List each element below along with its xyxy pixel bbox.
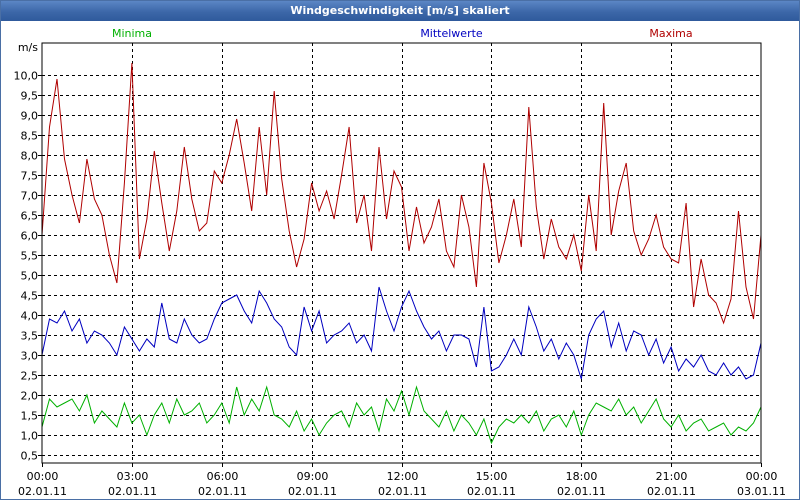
y-tick-label: 6,0	[21, 230, 39, 243]
x-tick-date: 02.01.11	[378, 485, 427, 498]
y-tick-label: 5,0	[21, 270, 39, 283]
y-tick-label: 1,0	[21, 430, 39, 443]
legend-maxima: Maxima	[649, 27, 692, 40]
x-tick-time: 12:00	[387, 470, 419, 483]
y-tick-label: 8,5	[21, 130, 39, 143]
x-tick-time: 15:00	[476, 470, 508, 483]
window-title: Windgeschwindigkeit [m/s] skaliert	[1, 1, 799, 21]
series-group	[41, 62, 762, 445]
chart-grid	[42, 43, 761, 463]
series-line-minima	[41, 385, 762, 445]
y-tick-label: 2,5	[21, 370, 39, 383]
x-tick-date: 03.01.11	[737, 485, 786, 498]
series-line-maxima	[41, 62, 762, 325]
x-tick-time: 03:00	[117, 470, 149, 483]
x-tick-time: 00:00	[746, 470, 778, 483]
x-tick-date: 02.01.11	[18, 485, 67, 498]
x-tick-date: 02.01.11	[647, 485, 696, 498]
y-tick-label: 8,0	[21, 150, 39, 163]
y-tick-label: 7,0	[21, 190, 39, 203]
y-axis-unit: m/s	[18, 41, 38, 54]
y-tick-label: 6,5	[21, 210, 39, 223]
legend: Minima Mittelwerte Maxima	[112, 27, 693, 40]
x-tick-time: 18:00	[566, 470, 598, 483]
x-tick-date: 02.01.11	[108, 485, 157, 498]
x-tick-date: 02.01.11	[288, 485, 337, 498]
y-tick-label: 2,0	[21, 390, 39, 403]
x-tick-date: 02.01.11	[467, 485, 516, 498]
y-tick-label: 10,0	[14, 70, 39, 83]
y-tick-label: 9,5	[21, 90, 39, 103]
y-tick-label: 7,5	[21, 170, 39, 183]
y-tick-label: 3,0	[21, 350, 39, 363]
y-tick-label: 0,5	[21, 450, 39, 463]
plot-frame	[41, 42, 762, 464]
y-tick-label: 5,5	[21, 250, 39, 263]
y-tick-label: 4,0	[21, 310, 39, 323]
series-line-mittelwerte	[41, 286, 762, 380]
y-tick-label: 3,5	[21, 330, 39, 343]
x-tick-time: 06:00	[207, 470, 239, 483]
y-tick-label: 4,5	[21, 290, 39, 303]
x-tick-date: 02.01.11	[557, 485, 606, 498]
x-tick-time: 00:00	[27, 470, 59, 483]
y-tick-label: 1,5	[21, 410, 39, 423]
x-tick-date: 02.01.11	[198, 485, 247, 498]
y-axis: 0,5 1,0 1,5 2,0 2,5 3,0 3,5 4,0 4,5 5,0 5,5 6,0 6,5 7…	[14, 41, 42, 463]
x-tick-time: 09:00	[297, 470, 329, 483]
legend-minima: Minima	[112, 27, 152, 40]
x-tick-time: 21:00	[656, 470, 688, 483]
y-tick-label: 9,0	[21, 110, 39, 123]
x-axis: 00:00 02.01.11 03:00 02.01.11 06:00 02.01.11 0…	[18, 463, 786, 498]
legend-mittelwerte: Mittelwerte	[420, 27, 483, 40]
